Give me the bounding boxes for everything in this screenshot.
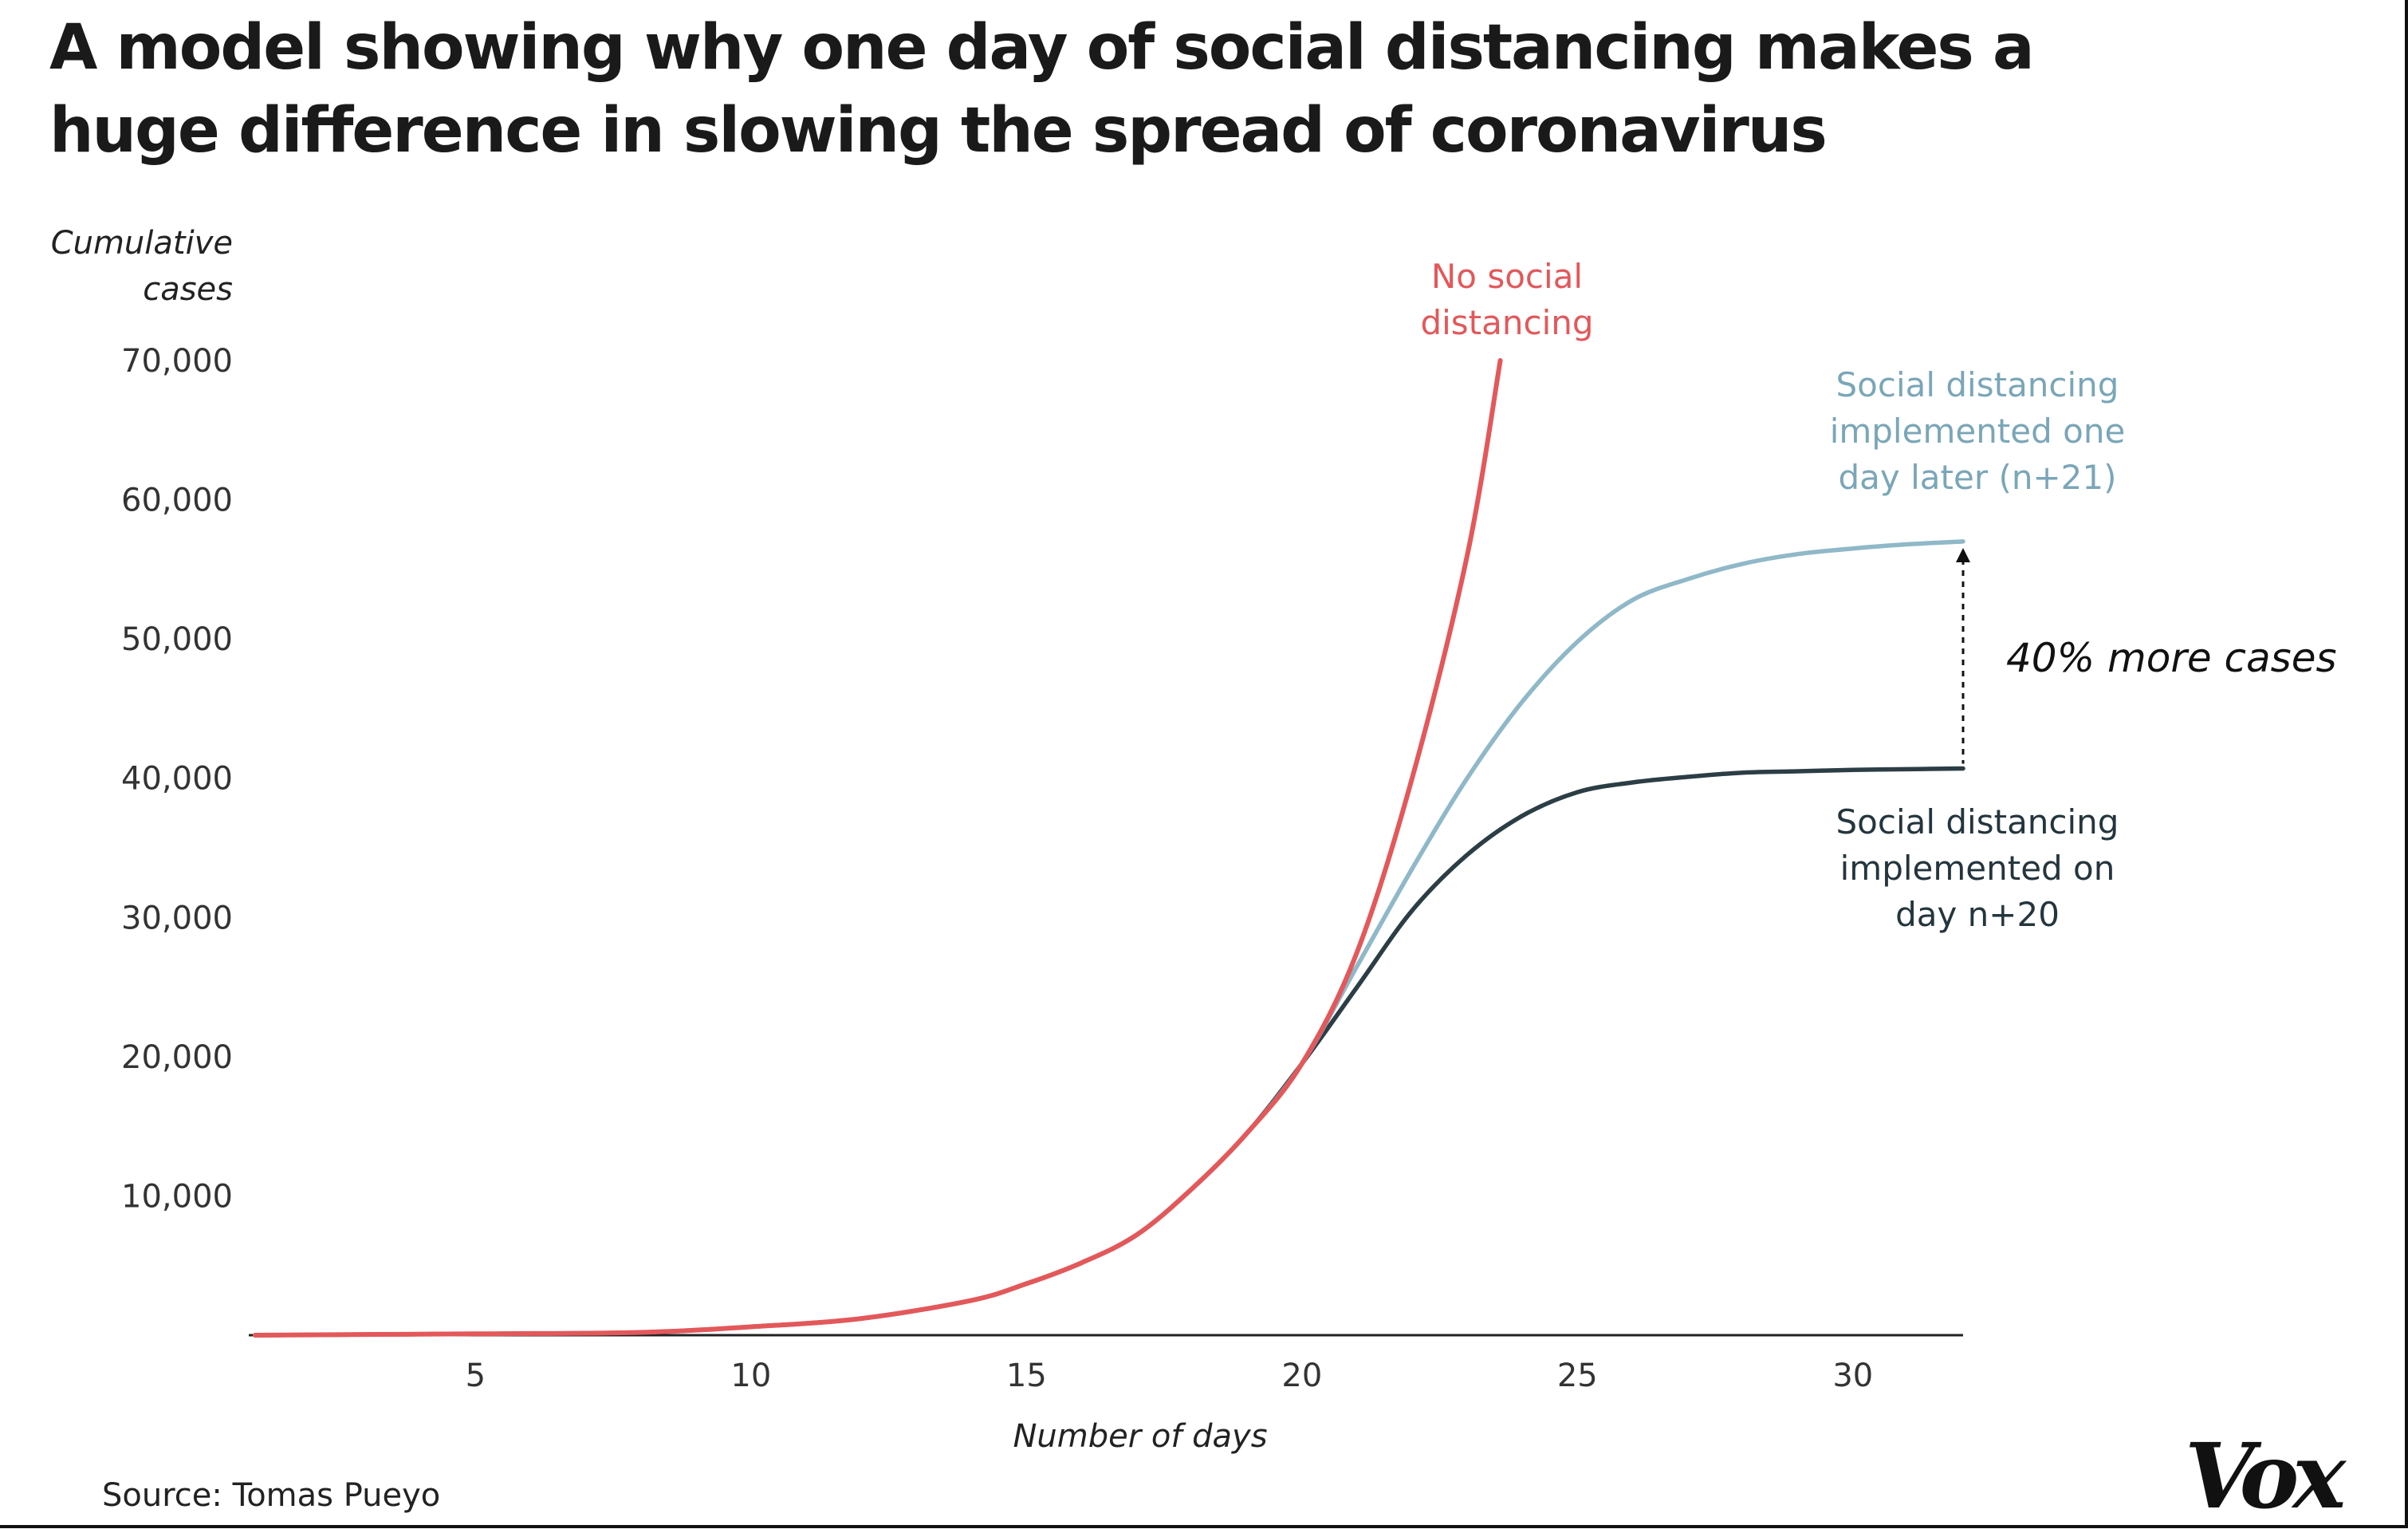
series-label-line: day later (n+21)	[1838, 458, 2117, 497]
title-line-1: A model showing why one day of social di…	[49, 12, 2035, 84]
annotation-arrow-group	[1956, 547, 1970, 764]
x-tick-label: 15	[1006, 1358, 1047, 1394]
x-tick-labels: 5 10 15 20 25 30	[466, 1358, 1874, 1394]
series-label-line: Social distancing	[1836, 365, 2119, 404]
series-lines	[253, 358, 1965, 1338]
x-tick-label: 10	[730, 1358, 771, 1394]
series-label-line: implemented one	[1829, 412, 2126, 451]
x-tick-label: 5	[466, 1358, 486, 1394]
x-axis-label: Number of days	[1013, 1418, 1268, 1455]
y-tick-label: 10,000	[121, 1178, 233, 1215]
y-tick-label: 70,000	[121, 343, 233, 380]
series-label-day-20: Social distancing implemented on day n+2…	[1786, 799, 2169, 938]
series-label-no-distancing: No social distancing	[1387, 254, 1627, 346]
series-line-no-distancing	[253, 358, 1503, 1338]
x-tick-label: 25	[1557, 1358, 1598, 1394]
y-tick-label: 30,000	[121, 900, 233, 936]
series-label-line: day n+20	[1895, 895, 2060, 934]
y-axis-label: Cumulative cases	[32, 220, 233, 313]
series-label-line: implemented on	[1839, 849, 2115, 888]
y-tick-label: 50,000	[121, 621, 233, 658]
annotation-text: 40% more cases	[2006, 635, 2337, 681]
vox-logo: Vox	[2185, 1425, 2346, 1529]
series-label-line: No social	[1430, 257, 1584, 296]
y-tick-labels: 10,000 20,000 30,000 40,000 50,000 60,000 70,0…	[121, 343, 233, 1215]
chart-title: A model showing why one day of social di…	[49, 6, 2202, 172]
series-label-line: Social distancing	[1836, 802, 2119, 841]
y-tick-label: 60,000	[121, 483, 233, 519]
annotation-arrowhead	[1956, 547, 1970, 562]
x-tick-label: 30	[1832, 1358, 1873, 1394]
series-line-one-day-later	[253, 539, 1965, 1338]
source-credit: Source: Tomas Pueyo	[102, 1477, 441, 1514]
series-label-one-day-later: Social distancing implemented one day la…	[1786, 362, 2169, 501]
y-tick-label: 40,000	[121, 761, 233, 798]
y-axis-label-line-1: Cumulative	[50, 225, 233, 262]
y-tick-label: 20,000	[121, 1039, 233, 1076]
y-axis-label-line-2: cases	[143, 271, 233, 308]
x-tick-label: 20	[1281, 1358, 1322, 1394]
series-label-line: distancing	[1420, 303, 1594, 342]
title-line-2: huge difference in slowing the spread of…	[49, 95, 1828, 167]
